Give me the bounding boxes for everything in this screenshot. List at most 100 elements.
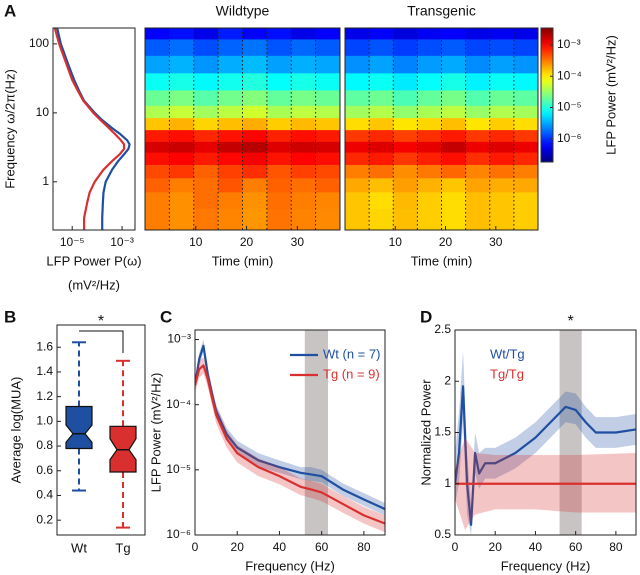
heat-cell [291,55,317,74]
heat-cell [513,178,538,193]
heat-cell [345,178,370,193]
heat-cell [345,28,370,40]
plot-area [145,28,340,230]
heat-cell [513,39,538,57]
y-tick-label: 2 [444,373,451,387]
heat-cell [193,118,219,131]
y-axis-label: LFP Power (mV²/Hz) [148,373,163,493]
heat-cell [193,105,219,119]
legend-label: Tg/Tg [490,366,524,381]
heat-cell [218,55,243,74]
heat-cell [291,130,317,143]
heat-cell [169,208,195,230]
heat-cell [345,141,370,154]
heat-cell [169,178,195,193]
heat-cell [291,192,317,210]
y-tick-label: 2.5 [434,322,451,336]
heat-cell [441,28,467,40]
heat-cell [291,208,317,230]
x-tick-label: 20 [439,235,453,249]
heat-cell [513,90,538,107]
heat-cell [417,178,442,193]
heat-cell [193,208,219,230]
plot-area [345,28,538,230]
heat-cell [513,130,538,143]
heat-cell [315,118,340,131]
x-axis-label: LFP Power P(ω) [46,253,141,268]
heat-cell [369,105,394,119]
heat-cell [345,208,370,230]
heat-cell [369,39,394,57]
heat-cell [242,39,268,57]
heat-cell [441,141,467,154]
heat-cell [242,208,268,230]
axes-frame [194,329,386,536]
heat-cell [291,105,317,119]
heat-cell [441,90,467,107]
heat-cell [145,105,170,119]
heat-cell [193,178,219,193]
heat-cell [345,90,370,107]
heat-cell [315,28,340,40]
heat-cell [315,152,340,166]
heat-cell [169,164,195,179]
heat-cell [369,118,394,131]
heat-cell [218,141,243,154]
annotation: * [98,313,104,330]
heat-cell [417,118,442,131]
heat-cell [345,192,370,210]
heat-cell [489,28,515,40]
heat-cell [393,130,418,143]
heat-cell [369,130,394,143]
heat-cell [218,73,243,91]
x-tick-label: Wt [71,540,87,555]
x-axis-label: Frequency (Hz) [501,558,591,573]
heat-cell [441,130,467,143]
heat-cell [193,130,219,143]
heat-cell [242,105,268,119]
error-band [455,350,636,535]
x-tick-label: 20 [489,540,503,554]
box [65,405,93,450]
y-axis-label: Average log(MUA) [8,377,23,484]
error-band [195,339,385,516]
heat-cell [465,130,491,143]
x-tick-label: 10 [189,235,203,249]
heat-cell [266,141,292,154]
heat-cell [193,192,219,210]
heat-cell [441,152,467,166]
heat-cell [193,164,219,179]
heat-cell [193,152,219,166]
heat-cell [369,178,394,193]
x-tick-label: 80 [609,540,623,554]
heat-cell [218,28,243,40]
plot-area [195,330,385,535]
heat-cell [417,152,442,166]
heat-cell [513,118,538,131]
heat-cell [489,118,515,131]
heat-cell [345,164,370,179]
heat-cell [266,105,292,119]
axes-frame [344,27,539,231]
y-tick-label: 10 [36,105,50,119]
error-band [195,356,385,533]
heat-cell [513,105,538,119]
y-tick-label: 10⁻³ [167,332,191,346]
heat-cell [417,141,442,154]
plot-area [53,28,131,230]
y-tick-label: 10⁻⁵ [166,462,191,476]
x-tick-label: 20 [240,235,254,249]
heat-cell [465,192,491,210]
heat-cell [145,208,170,230]
heat-cell [242,118,268,131]
heat-cell [193,39,219,57]
heat-cell [242,55,268,74]
heat-cell [169,55,195,74]
heat-cell [489,105,515,119]
heat-cell [315,141,340,154]
heat-cell [218,152,243,166]
heat-cell [242,28,268,40]
colorbar [540,27,554,163]
heat-cell [465,164,491,179]
y-tick-label: 1.2 [36,389,53,403]
